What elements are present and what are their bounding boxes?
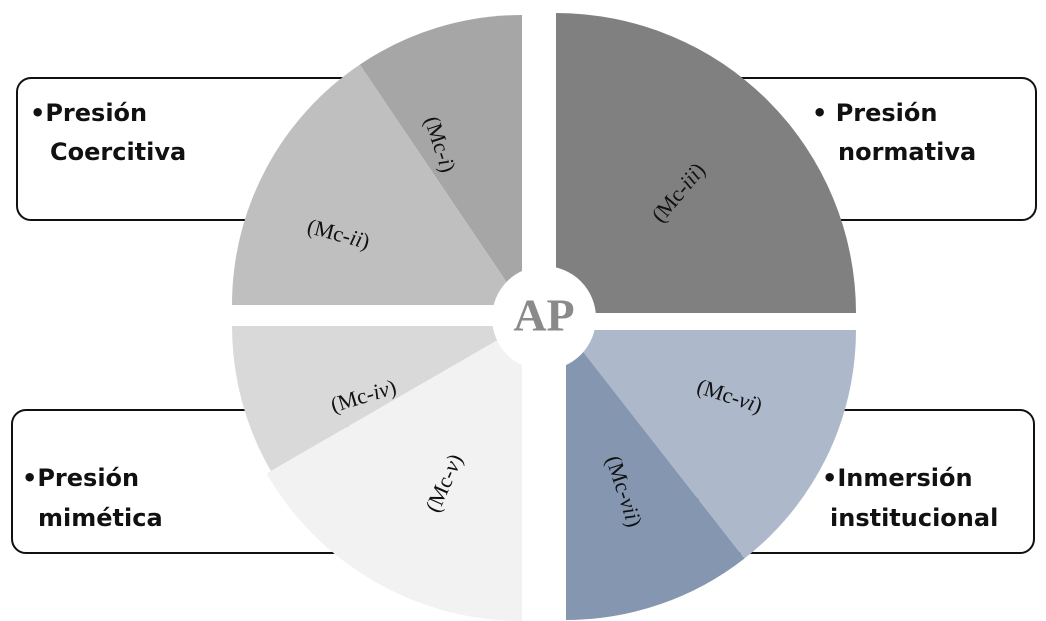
segment-mc-ii xyxy=(232,64,522,305)
box-inmersion-line-2: institucional xyxy=(830,504,998,532)
segment-mc-vi xyxy=(566,330,856,559)
box-normativa-line-1: • Presión xyxy=(812,99,937,127)
segment-mc-iv xyxy=(232,326,522,471)
svg-text:•Presión Coercitiva: •Presión Coercitiva xyxy=(30,99,186,166)
segment-mc-vii xyxy=(566,330,745,620)
segment-mc-i xyxy=(359,15,522,305)
svg-text:•Presión mimética: •Presión mimética xyxy=(22,464,163,532)
pie-segments xyxy=(232,13,856,621)
box-inmersion-line-1: •Inmersión xyxy=(822,464,973,492)
box-coercitiva-line-1: •Presión xyxy=(30,99,147,127)
box-coercitiva-line-2: Coercitiva xyxy=(50,138,186,166)
box-mimetica-line-1: •Presión xyxy=(22,464,139,492)
box-mimetica-line-2: mimética xyxy=(38,504,163,532)
segment-mc-v xyxy=(266,326,522,621)
svg-text:• Presión normativa: • Presión normativa xyxy=(812,99,976,166)
svg-text:•Inmersión institucional: •Inmersión institucional xyxy=(822,464,998,532)
center-hub xyxy=(492,266,596,370)
box-normativa-line-2: normativa xyxy=(838,138,976,166)
center-label: AP xyxy=(513,290,574,341)
segment-mc-iii xyxy=(556,13,856,313)
